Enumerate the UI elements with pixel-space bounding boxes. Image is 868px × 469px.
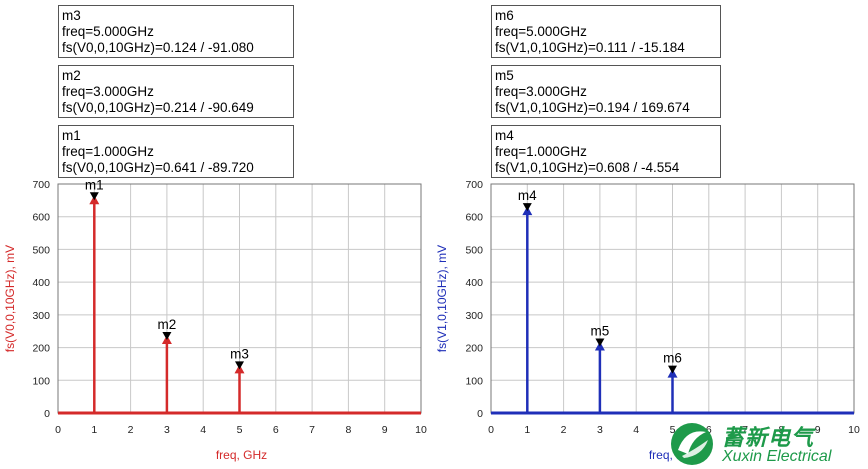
readout-marker-name: m2	[62, 68, 81, 83]
x-tick-label: 0	[55, 424, 61, 436]
readout-frequency: freq=3.000GHz	[495, 84, 587, 99]
marker-triangle	[522, 203, 532, 212]
y-tick-label: 500	[465, 244, 483, 256]
readout-frequency: freq=1.000GHz	[62, 144, 154, 159]
logo-english-text: Xuxin Electrical	[722, 448, 832, 465]
chart-1: 0 1 2 3 4 5 6 7 8 9 100100200300400500600700freq, …	[3, 177, 427, 462]
logo: 蓄新电气 Xuxin Electrical	[668, 418, 868, 469]
y-tick-label: 600	[32, 212, 50, 224]
xuxin-logo-icon	[671, 423, 713, 465]
y-tick-label: 100	[32, 375, 50, 387]
x-tick-label: 7	[742, 424, 748, 436]
marker-label: m4	[518, 188, 537, 203]
y-tick-label: 500	[32, 244, 50, 256]
marker-readout-m1: m1 freq=1.000GHz fs(V0,0,10GHz)=0.641 / -8…	[58, 125, 294, 178]
y-tick-label: 700	[32, 179, 50, 191]
marker-label: m5	[591, 324, 610, 339]
readout-value: fs(V1,0,10GHz)=0.111 / -15.184	[495, 40, 685, 55]
readout-value: fs(V0,0,10GHz)=0.124 / -91.080	[62, 40, 254, 55]
x-tick-label: 2	[128, 424, 134, 436]
y-tick-label: 200	[465, 343, 483, 355]
marker-readout-m3: m3 freq=5.000GHz fs(V0,0,10GHz)=0.124 / -9…	[58, 5, 294, 58]
readout-frequency: freq=1.000GHz	[495, 144, 587, 159]
x-tick-label: 10	[415, 424, 427, 436]
y-tick-label: 0	[44, 408, 50, 420]
readout-marker-name: m1	[62, 128, 81, 143]
readout-value: fs(V1,0,10GHz)=0.608 / -4.554	[495, 160, 680, 175]
readout-value: fs(V0,0,10GHz)=0.641 / -89.720	[62, 160, 254, 175]
y-tick-label: 0	[477, 408, 483, 420]
marker-triangle	[595, 338, 605, 347]
marker-label: m3	[230, 346, 249, 361]
y-tick-label: 400	[32, 277, 50, 289]
x-tick-label: 6	[706, 424, 712, 436]
y-tick-label: 100	[465, 375, 483, 387]
readout-frequency: freq=5.000GHz	[62, 24, 154, 39]
readout-marker-name: m3	[62, 8, 81, 23]
x-tick-label: 4	[200, 424, 206, 436]
x-tick-label: 8	[778, 424, 784, 436]
x-tick-label: 5	[670, 424, 676, 436]
marker-label: m6	[663, 351, 682, 366]
marker-triangle	[235, 361, 244, 370]
y-tick-label: 200	[32, 343, 50, 355]
marker-triangle	[162, 331, 172, 340]
x-tick-label: 6	[273, 424, 279, 436]
y-tick-label: 700	[465, 179, 483, 191]
marker-readout-m5: m5 freq=3.000GHz fs(V1,0,10GHz)=0.194 / 16…	[491, 65, 721, 118]
x-tick-label: 1	[91, 424, 97, 436]
marker-triangle	[668, 365, 677, 374]
x-tick-label: 1	[524, 424, 530, 436]
readout-marker-name: m5	[495, 68, 514, 83]
marker-readout-m4: m4 freq=1.000GHz fs(V1,0,10GHz)=0.608 / -4…	[491, 125, 721, 178]
marker-label: m1	[85, 177, 104, 192]
y-axis-label: fs(V1,0,10GHz), mV	[435, 245, 449, 352]
readout-frequency: freq=3.000GHz	[62, 84, 154, 99]
readout-value: fs(V0,0,10GHz)=0.214 / -90.649	[62, 100, 254, 115]
x-tick-label: 9	[815, 424, 821, 436]
x-tick-label: 0	[488, 424, 494, 436]
marker-triangle	[89, 192, 99, 201]
readout-value: fs(V1,0,10GHz)=0.194 / 169.674	[495, 100, 690, 115]
readout-marker-name: m4	[495, 128, 514, 143]
x-tick-label: 7	[309, 424, 315, 436]
logo-chinese-text: 蓄新电气	[722, 426, 815, 451]
x-tick-label: 5	[237, 424, 243, 436]
y-tick-label: 300	[465, 310, 483, 322]
y-tick-label: 300	[32, 310, 50, 322]
marker-readout-m2: m2 freq=3.000GHz fs(V0,0,10GHz)=0.214 / -9…	[58, 65, 294, 118]
y-tick-label: 400	[465, 277, 483, 289]
x-tick-label: 2	[561, 424, 567, 436]
marker-readout-m6: m6 freq=5.000GHz fs(V1,0,10GHz)=0.111 / -1…	[491, 5, 721, 58]
x-tick-label: 4	[633, 424, 639, 436]
y-axis-label: fs(V0,0,10GHz), mV	[3, 245, 17, 352]
x-tick-label: 9	[382, 424, 388, 436]
marker-label: m2	[158, 317, 177, 332]
y-tick-label: 600	[465, 212, 483, 224]
x-axis-label: freq, GHz	[216, 448, 267, 462]
readout-frequency: freq=5.000GHz	[495, 24, 587, 39]
x-tick-label: 3	[597, 424, 603, 436]
x-tick-label: 10	[848, 424, 860, 436]
readout-marker-name: m6	[495, 8, 514, 23]
x-tick-label: 3	[164, 424, 170, 436]
x-tick-label: 8	[345, 424, 351, 436]
